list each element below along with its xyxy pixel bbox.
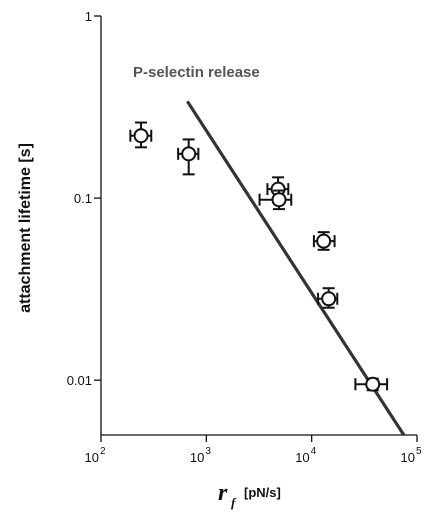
x-tick-label: 10 2 (85, 446, 106, 465)
marker-circle (271, 192, 287, 208)
x-tick-exponent: 2 (100, 446, 106, 457)
y-tick-label: 0.1 (74, 191, 92, 206)
marker-circle (316, 233, 332, 249)
x-axis-symbol: r (218, 480, 228, 506)
x-tick-exponent: 4 (311, 446, 317, 457)
marker-circle (133, 128, 149, 144)
x-tick-base: 10 (190, 450, 204, 465)
y-tick-label: 1 (85, 9, 92, 24)
data-point (258, 189, 293, 211)
marker-circle (181, 146, 197, 162)
x-axis-unit: [pN/s] (244, 485, 281, 500)
data-point (317, 287, 339, 309)
x-tick-label: 10 4 (295, 446, 316, 465)
data-point (312, 231, 336, 251)
marker-circle (321, 291, 337, 307)
marker-circle (365, 376, 381, 392)
x-tick-label: 10 5 (401, 446, 422, 465)
x-tick-base: 10 (85, 450, 99, 465)
x-axis-subscript: f (231, 495, 237, 510)
data-point (177, 138, 200, 176)
y-axis-label: attachment lifetime [s] (17, 143, 34, 313)
data-point (354, 376, 389, 392)
data-point (129, 121, 153, 149)
x-tick-label: 10 3 (190, 446, 211, 465)
x-axis-label: r f [pN/s] (218, 480, 281, 510)
x-tick-base: 10 (401, 450, 415, 465)
x-tick-exponent: 5 (416, 446, 422, 457)
x-tick-exponent: 3 (205, 446, 211, 457)
annotation: P-selectin release (133, 64, 260, 81)
y-tick-label: 0.01 (67, 373, 92, 388)
data-points (129, 121, 389, 392)
x-tick-base: 10 (295, 450, 309, 465)
